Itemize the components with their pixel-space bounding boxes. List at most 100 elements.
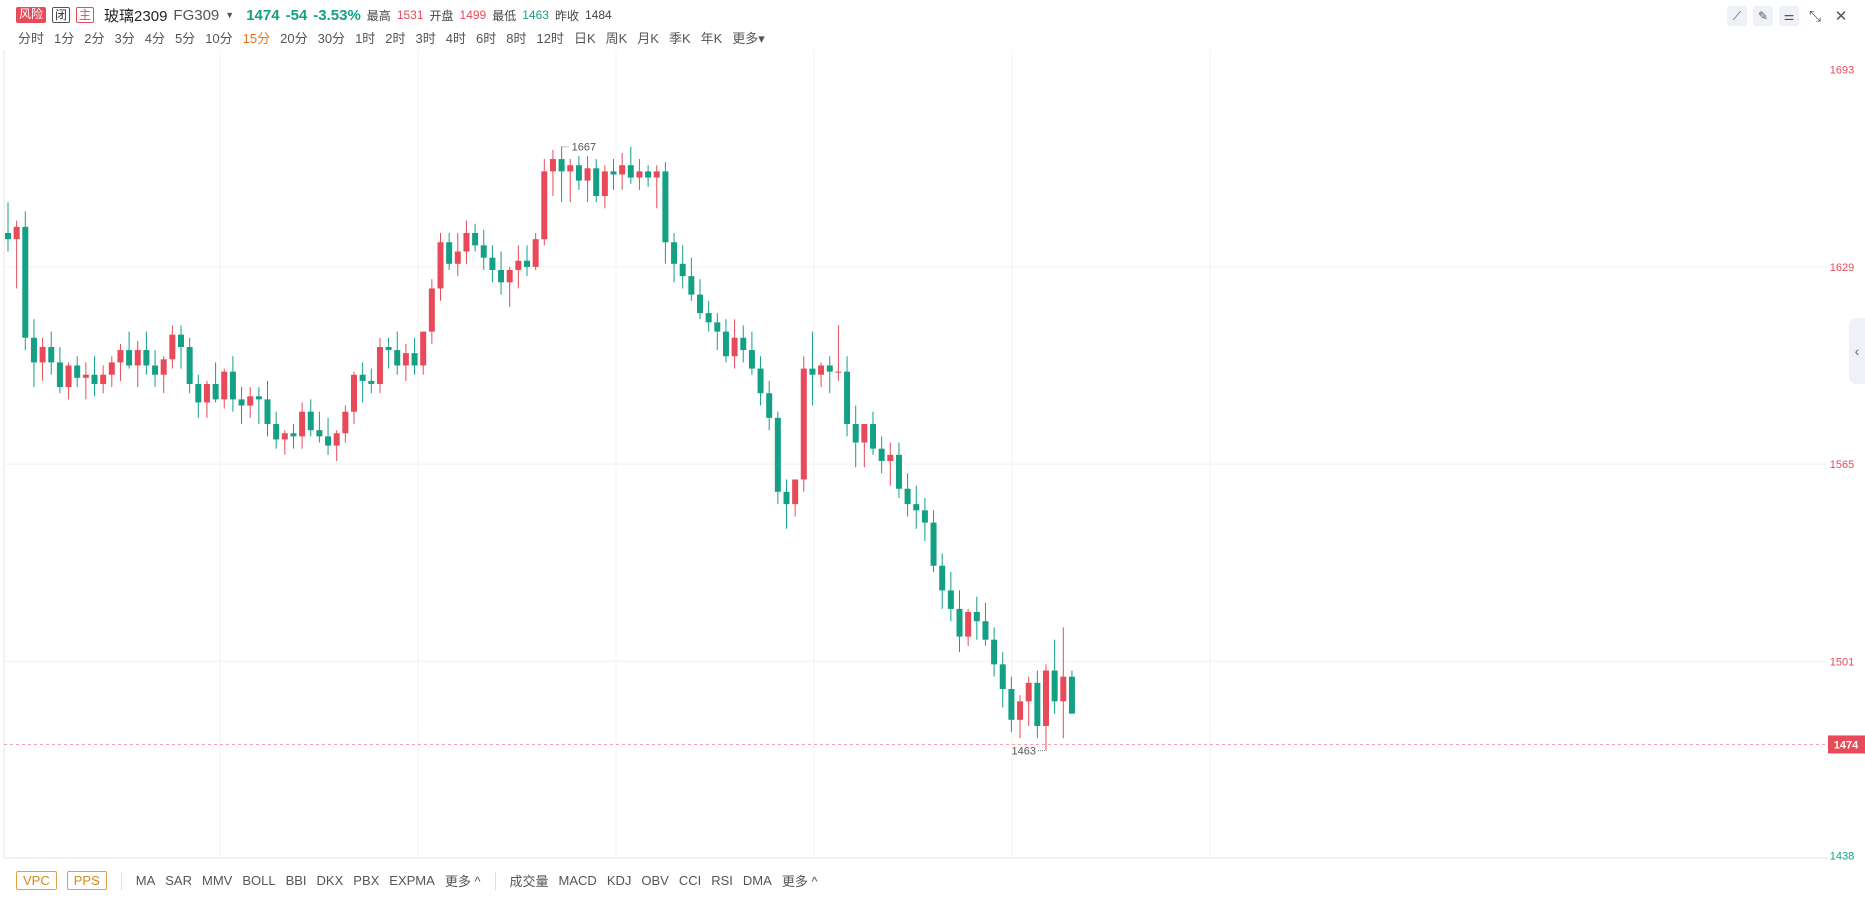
candle-body <box>428 288 435 332</box>
main-indicator-8[interactable]: 更多 ^ <box>444 874 481 889</box>
candle-body <box>939 565 946 591</box>
candle-body <box>299 411 306 437</box>
candle-body <box>30 337 37 363</box>
candle-body <box>5 233 11 240</box>
sub-indicator-3[interactable]: OBV <box>641 873 669 888</box>
period-5[interactable]: 5分 <box>174 31 196 46</box>
main-indicator-1[interactable]: SAR <box>165 873 192 888</box>
sub-indicator-4[interactable]: CCI <box>678 873 702 888</box>
period-22[interactable]: 更多▾ <box>732 31 765 46</box>
period-1[interactable]: 1分 <box>54 31 75 46</box>
candle-body <box>281 433 288 440</box>
period-4[interactable]: 4分 <box>144 31 165 46</box>
period-7[interactable]: 15分 <box>242 31 271 46</box>
candle-body <box>117 350 124 363</box>
candle-body <box>472 233 479 246</box>
candle-body <box>878 448 885 461</box>
sub-indicator-6[interactable]: DMA <box>742 873 772 888</box>
candle-body <box>852 424 859 443</box>
candle-body <box>82 374 89 378</box>
high-annotation: 1667 <box>572 142 596 154</box>
toggle-vpc[interactable]: VPC <box>16 871 57 890</box>
period-3[interactable]: 3分 <box>114 31 135 46</box>
candle-body <box>913 504 920 511</box>
sub-indicator-0[interactable]: 成交量 <box>509 874 549 889</box>
period-20[interactable]: 季K <box>668 31 691 46</box>
sub-indicator-1[interactable]: MACD <box>558 873 597 888</box>
candle-body <box>1060 676 1067 702</box>
toggle-pps[interactable]: PPS <box>66 871 107 890</box>
symbol-dropdown-icon[interactable]: ▼ <box>225 10 235 20</box>
candle-body <box>247 396 254 406</box>
candle-body <box>307 411 314 431</box>
candle-body <box>584 168 591 181</box>
side-panel-toggle[interactable]: ‹ <box>1849 318 1865 384</box>
divider <box>494 871 496 890</box>
candle-body <box>679 263 686 277</box>
candle-body <box>195 383 202 403</box>
candle-body <box>800 368 807 480</box>
indicator-icon[interactable]: ⚌ <box>1779 6 1799 26</box>
candle-body <box>774 417 781 492</box>
main-indicator-2[interactable]: MMV <box>201 873 233 888</box>
close-icon[interactable]: ✕ <box>1834 8 1848 25</box>
candle-body <box>593 168 600 197</box>
main-indicator-3[interactable]: BOLL <box>242 873 276 888</box>
open-label: 开盘 <box>429 8 454 23</box>
candle-body <box>991 639 998 665</box>
candle-body <box>809 368 816 375</box>
candle-body <box>229 371 236 400</box>
quote-header: 风险 闭 主 玻璃2309 FG309 ▼ 1474 -54 -3.53% 最高… <box>16 5 612 25</box>
period-9[interactable]: 30分 <box>317 31 346 46</box>
period-12[interactable]: 3时 <box>415 31 436 46</box>
candle-body <box>697 294 703 314</box>
period-15[interactable]: 8时 <box>506 31 527 46</box>
sub-indicator-2[interactable]: KDJ <box>606 873 632 888</box>
candle-body <box>705 313 712 323</box>
candle-body <box>921 510 928 523</box>
main-indicator-5[interactable]: DKX <box>316 873 344 888</box>
period-18[interactable]: 周K <box>605 31 628 46</box>
toolbar: ⟋ ✎ ⚌ ⤡ ✕ <box>1727 6 1851 26</box>
period-2[interactable]: 2分 <box>84 31 105 46</box>
period-13[interactable]: 4时 <box>445 31 466 46</box>
candle-body <box>65 365 72 388</box>
candle-body <box>1034 682 1041 726</box>
period-0[interactable]: 分时 <box>18 31 45 46</box>
period-selector: 分时 1分 2分 3分 4分 5分 10分 15分 20分 30分 1时 2时 3时 4时 6时 8时 12时日… <box>18 28 775 47</box>
sub-indicator-5[interactable]: RSI <box>711 873 733 888</box>
main-indicator-7[interactable]: EXPMA <box>389 873 435 888</box>
period-11[interactable]: 2时 <box>385 31 406 46</box>
candle-body <box>411 353 418 366</box>
main-indicator-4[interactable]: BBI <box>285 873 307 888</box>
main-indicator-6[interactable]: PBX <box>353 873 380 888</box>
pen-icon[interactable]: ✎ <box>1753 6 1773 26</box>
sub-indicator-7[interactable]: 更多 ^ <box>781 874 818 889</box>
period-14[interactable]: 6时 <box>476 31 497 46</box>
candle-body <box>1068 676 1075 714</box>
symbol-code[interactable]: FG309 <box>173 6 220 24</box>
candle-body <box>238 399 245 406</box>
candle-body <box>273 424 280 440</box>
symbol-name[interactable]: 玻璃2309 <box>104 7 168 25</box>
main-indicator-0[interactable]: MA <box>135 873 156 888</box>
y-tick-label: 1501 <box>1830 656 1854 668</box>
candle-body <box>203 383 210 403</box>
candle-body <box>887 454 894 461</box>
candle-body <box>402 353 409 366</box>
candle-body <box>74 365 81 378</box>
period-10[interactable]: 1时 <box>355 31 376 46</box>
line-tool-icon[interactable]: ⟋ <box>1727 6 1747 26</box>
period-6[interactable]: 10分 <box>205 31 233 46</box>
period-8[interactable]: 20分 <box>280 31 308 46</box>
closed-tag: 闭 <box>52 7 71 23</box>
period-17[interactable]: 日K <box>573 31 596 46</box>
collapse-icon[interactable]: ⤡ <box>1808 7 1821 25</box>
candle-body <box>376 347 383 384</box>
period-21[interactable]: 年K <box>700 31 723 46</box>
candle-body <box>549 159 556 172</box>
period-16[interactable]: 12时 <box>536 31 564 46</box>
period-19[interactable]: 月K <box>637 31 659 46</box>
y-tick-label: 1438 <box>1830 850 1854 862</box>
